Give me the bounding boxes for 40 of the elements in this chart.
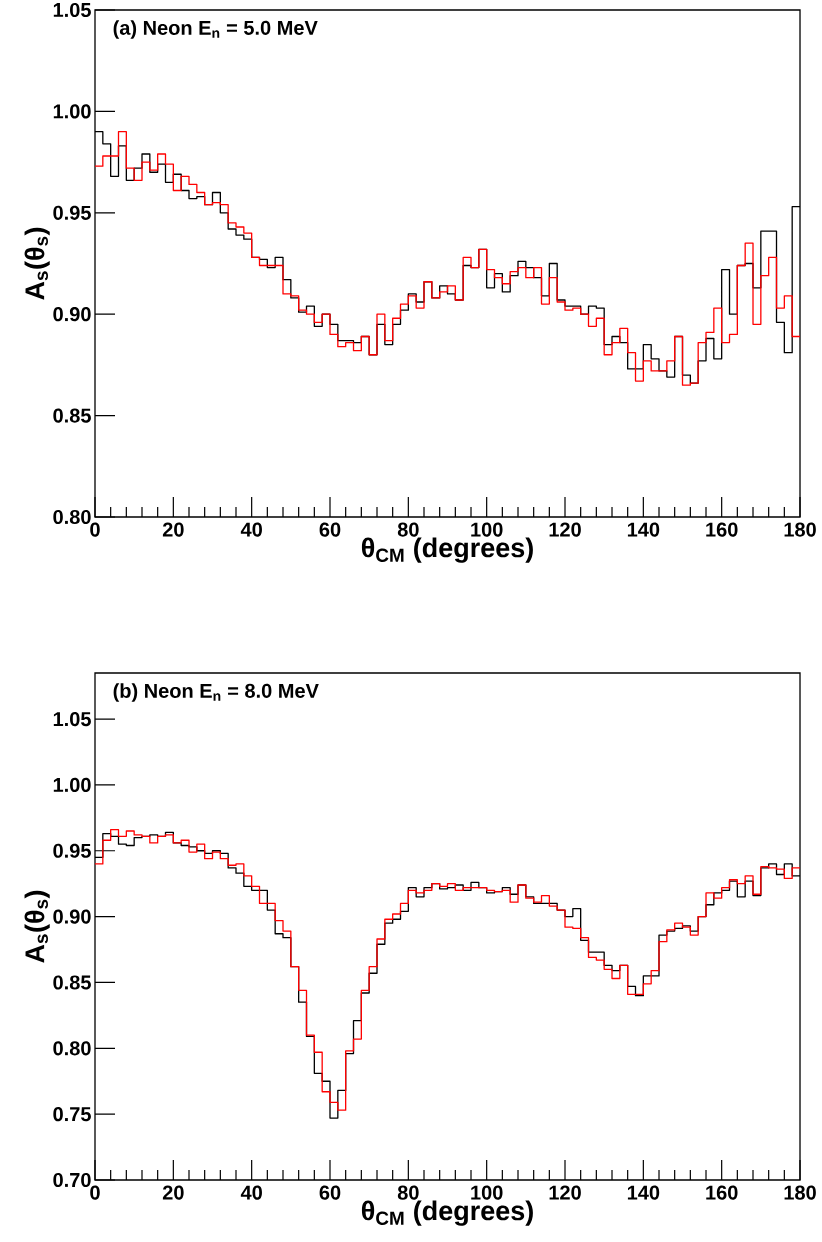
y-tick-label: 0.75 <box>53 1107 91 1122</box>
y-tick-label: 1.05 <box>53 2 91 18</box>
x-tick-label: 80 <box>397 1185 419 1200</box>
x-tick-label: 20 <box>162 522 184 537</box>
y-tick-label: 1.00 <box>53 104 91 119</box>
chart-title: (b) Neon E$_{n}$ = 8.0 MeV <box>113 683 319 702</box>
y-tick-label: 0.70 <box>53 1172 91 1188</box>
x-axis-title: θ$_{CM}$ (degrees) <box>361 1200 533 1226</box>
y-axis-title: A$_{s}$(θ$_{s}$) <box>24 227 50 300</box>
y-tick-label: 0.90 <box>53 909 91 924</box>
x-tick-label: 100 <box>471 1185 503 1200</box>
x-tick-label: 40 <box>240 522 262 537</box>
x-tick-label: 20 <box>162 1185 184 1200</box>
x-tick-label: 60 <box>319 1185 341 1200</box>
x-axis-title: θ$_{CM}$ (degrees) <box>361 537 533 563</box>
y-tick-label: 0.90 <box>53 307 91 322</box>
y-tick-label: 1.00 <box>53 777 91 793</box>
x-tick-label: 100 <box>471 522 503 537</box>
x-tick-label: 160 <box>706 522 738 537</box>
y-tick-label: 0.80 <box>53 1041 91 1056</box>
y-tick-label: 0.95 <box>53 205 91 220</box>
x-tick-label: 0 <box>90 1185 100 1200</box>
x-tick-label: 180 <box>784 1185 816 1200</box>
y-tick-label: 0.80 <box>53 509 91 525</box>
x-tick-label: 160 <box>706 1185 738 1200</box>
y-tick-label: 0.95 <box>53 843 91 858</box>
x-tick-label: 140 <box>627 1185 660 1200</box>
x-tick-label: 80 <box>397 522 419 537</box>
y-axis-title: A$_{s}$(θ$_{s}$) <box>24 890 50 963</box>
x-tick-label: 40 <box>240 1185 262 1200</box>
chart-title: (a) Neon E$_{n}$ = 5.0 MeV <box>113 20 318 39</box>
x-tick-label: 120 <box>549 522 581 537</box>
x-tick-label: 120 <box>549 1185 581 1200</box>
x-tick-label: 60 <box>319 522 341 537</box>
y-tick-label: 0.85 <box>53 975 91 990</box>
y-tick-label: 1.05 <box>53 712 91 727</box>
x-tick-label: 140 <box>627 522 660 537</box>
y-tick-label: 0.85 <box>53 408 91 423</box>
x-tick-label: 180 <box>784 522 816 537</box>
x-tick-label: 0 <box>90 522 100 537</box>
